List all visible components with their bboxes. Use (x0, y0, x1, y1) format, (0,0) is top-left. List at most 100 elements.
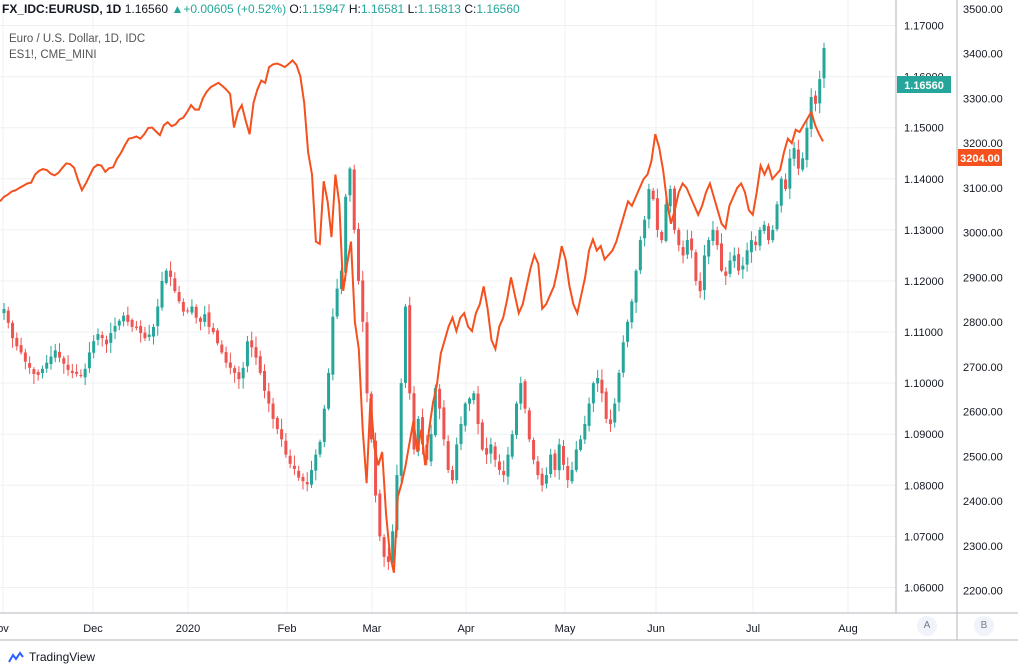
candle (271, 397, 275, 429)
candle (515, 401, 518, 439)
candle (310, 460, 313, 488)
grid (0, 0, 896, 613)
right-tick-label: 2200.00 (963, 586, 1003, 598)
last-price: 1.16560 (124, 2, 169, 16)
candle (87, 342, 91, 373)
candle (468, 396, 472, 411)
right-tick-label: 3100.00 (963, 183, 1003, 195)
right-tick-label: 2700.00 (963, 362, 1003, 374)
candle (399, 378, 403, 483)
tradingview-brand: TradingView (29, 650, 96, 664)
candle (591, 381, 595, 413)
candle (237, 366, 241, 389)
candle (544, 467, 548, 489)
candle (579, 435, 583, 452)
candle (53, 343, 57, 363)
candle (169, 261, 173, 287)
candle (301, 473, 305, 490)
candle (775, 201, 779, 232)
candle (258, 350, 262, 376)
high-value: 1.16581 (360, 2, 405, 16)
candle (297, 465, 301, 481)
candle (626, 319, 630, 348)
candle (707, 236, 711, 265)
candle (275, 415, 279, 435)
right-tick-label: 3200.00 (963, 138, 1003, 150)
candle (19, 337, 23, 355)
legend-compare-series[interactable]: ES1!, CME_MINI (9, 49, 97, 61)
right-price-scale[interactable]: 2200.00 2300.00 2400.00 2500.00 2600.00 2700.… (963, 4, 1003, 598)
candle (643, 215, 647, 247)
candle (621, 335, 625, 378)
candle (318, 439, 322, 458)
candle (779, 176, 783, 213)
candle (446, 435, 450, 473)
candle (117, 319, 121, 331)
candle (497, 454, 501, 475)
candle (40, 365, 44, 379)
right-tick-label: 2400.00 (963, 496, 1003, 508)
candle (211, 323, 215, 335)
open-value: 1.15947 (302, 2, 346, 16)
candle (139, 320, 143, 343)
candle (463, 402, 467, 432)
candle (655, 188, 659, 238)
candle (412, 386, 416, 455)
candle (570, 461, 574, 484)
candle (702, 244, 706, 300)
candle (203, 305, 207, 327)
candle (728, 252, 732, 278)
candle (348, 166, 352, 202)
high-label: H: (348, 2, 361, 16)
change-arrow: ▲ (171, 2, 184, 16)
candle (694, 249, 698, 286)
right-tick-label: 2800.00 (963, 317, 1003, 329)
candle (322, 404, 326, 448)
candle (164, 268, 168, 285)
candle (771, 225, 775, 243)
candle (647, 183, 651, 229)
open-label: O: (289, 2, 303, 16)
candle (386, 547, 390, 570)
candle (100, 331, 104, 347)
candle (23, 348, 27, 370)
candle (378, 489, 382, 542)
candle (480, 419, 484, 452)
candle (724, 267, 728, 286)
candle (540, 468, 544, 492)
candle (228, 352, 232, 375)
es1-line (0, 58, 824, 573)
candle (450, 465, 454, 484)
legend-main-series[interactable]: Euro / U.S. Dollar, 1D, IDC (9, 33, 146, 45)
candle (429, 424, 433, 467)
right-tick-label: 2900.00 (963, 272, 1003, 284)
candle (630, 299, 634, 329)
time-tick-label: 2020 (176, 623, 200, 635)
time-tick-label: Jul (746, 623, 760, 635)
candle (617, 369, 621, 412)
candle (506, 446, 510, 485)
candle (711, 221, 715, 246)
symbol-title[interactable]: FX_IDC:EURUSD, 1D (2, 2, 122, 16)
candle (754, 235, 758, 251)
candle (472, 390, 476, 405)
candle (664, 193, 668, 243)
candle (485, 437, 489, 464)
candle (70, 363, 74, 379)
candle (216, 328, 220, 346)
candle (109, 322, 113, 353)
time-scale[interactable]: ov Dec 2020 Feb Mar Apr May Jun Jul Aug (0, 623, 858, 635)
auto-scale-button[interactable]: A (917, 616, 937, 636)
candle (766, 223, 770, 245)
candle (58, 343, 62, 363)
candle (2, 303, 6, 320)
candle (583, 415, 587, 444)
candle (587, 397, 591, 432)
right-tick-label: 2300.00 (963, 541, 1003, 553)
candle (305, 472, 309, 492)
second-scale-button[interactable]: B (974, 616, 994, 636)
candle (11, 320, 15, 348)
candle (198, 316, 202, 331)
candle (66, 355, 70, 376)
